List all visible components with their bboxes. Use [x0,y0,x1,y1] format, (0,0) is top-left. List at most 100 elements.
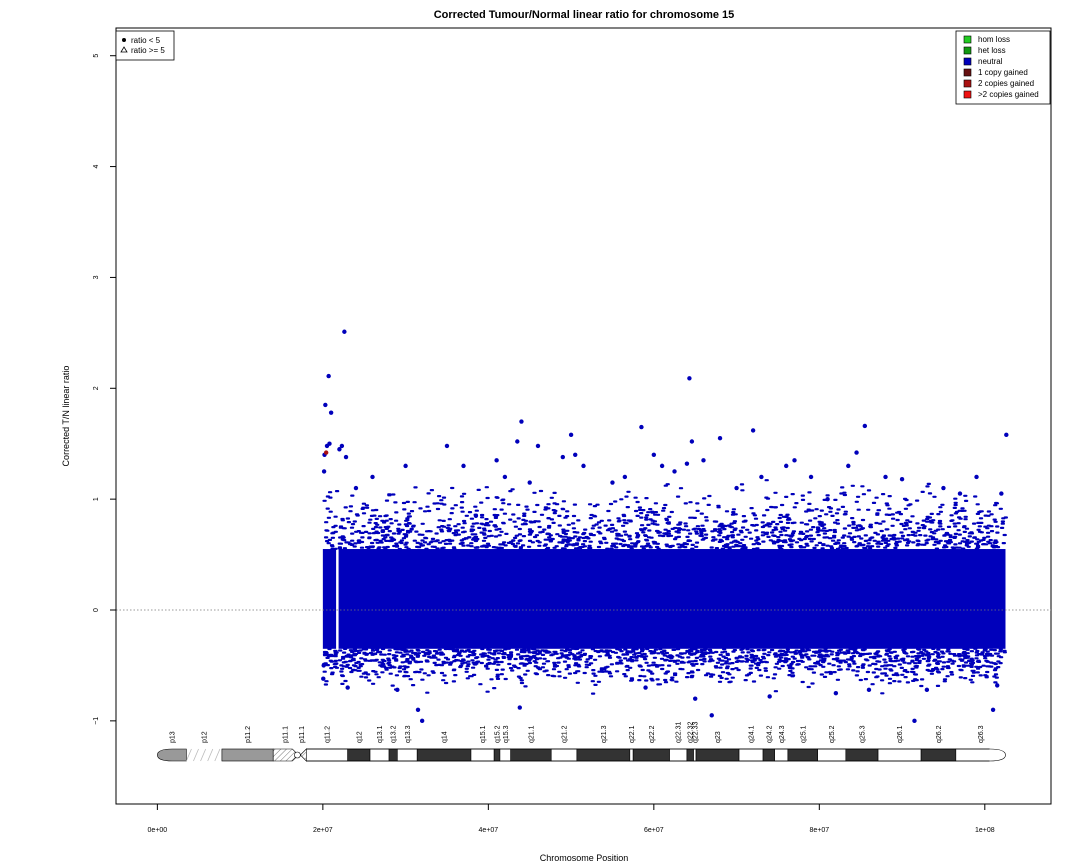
data-point [473,513,479,518]
ideogram-band [845,748,879,762]
data-point [610,480,615,485]
y-tick-label: 2 [93,386,100,390]
filled-circle-symbol [122,38,126,42]
legend-label: het loss [978,46,1006,55]
data-point [622,474,628,480]
neutral-dense-band [322,479,1008,695]
legend-swatch [963,57,972,66]
shape-legend-label: ratio >= 5 [131,46,165,55]
data-point [321,469,327,474]
data-point [717,435,723,441]
ideogram-band-label: q12 [356,731,363,743]
data-point [687,376,692,381]
ideogram-band-label: q21.2 [562,725,569,743]
data-point [502,474,508,480]
ideogram-band [629,748,634,762]
ideogram-band-label: q13.2 [391,725,398,743]
data-point [912,718,917,724]
data-point [519,419,524,424]
data-point [343,454,349,460]
data-point [573,452,578,457]
ideogram-band-label: p11.2 [245,726,252,743]
data-point [974,474,979,480]
ideogram-band [347,748,371,762]
data-point [862,423,868,429]
data-point [750,428,756,433]
data-point [825,496,830,502]
data-point [419,718,425,724]
ideogram-band [221,748,274,762]
data-point [326,373,331,379]
data-point [461,463,466,469]
data-point [327,441,332,446]
data-point [323,450,329,455]
ideogram-band [774,748,789,762]
x-tick-label: 4e+07 [479,827,499,834]
data-point [403,463,408,469]
legend-swatch [963,79,972,88]
ideogram-stalk-hatch [200,748,207,762]
ideogram-band [550,748,578,762]
data-point [345,685,350,690]
data-points [321,329,1009,724]
ideogram-band-label: q15.3 [503,725,510,743]
ideogram-band [510,748,552,762]
data-point [568,432,574,438]
data-point [639,424,644,430]
ideogram-band-label: q21.3 [601,725,608,743]
ideogram-band [470,748,495,762]
ideogram-band [493,748,501,762]
ideogram-band-label: q25.1 [800,725,807,743]
data-point [328,410,334,415]
x-axis: 0e+00 2e+07 4e+07 6e+07 8e+07 1e+08 [148,803,995,834]
neutral-band-core [322,549,337,649]
ideogram-band [416,748,472,762]
ideogram-band [686,748,694,762]
chromosome-ideogram: p13 p12 p11.2 p11.1 p11.1 q11.2 q12 q13.1 q13.2 q… [157,721,1006,762]
ideogram-band [388,748,398,762]
data-point [759,474,764,480]
data-point [899,476,905,482]
ideogram-band [157,748,187,762]
ideogram-band-label: q26.1 [897,725,904,743]
ideogram-band-label: q24.3 [779,725,786,743]
ideogram-band [306,748,348,762]
data-point [339,443,345,449]
data-point [866,687,872,693]
legend-swatch [963,35,972,44]
neutral-band-edge-points [322,479,1008,695]
ideogram-band [397,748,418,762]
ideogram-band [695,748,740,762]
data-point [846,463,851,469]
legend-label: 2 copies gained [978,79,1034,88]
ideogram-band-label: q26.2 [936,725,943,743]
ideogram-band-label: q13.3 [405,725,412,743]
x-tick-label: 8e+07 [809,827,829,834]
ideogram-band [762,748,775,762]
ideogram-band-label: q15.1 [480,725,487,743]
legend-label: neutral [978,57,1003,66]
shape-legend: ratio < 5 ratio >= 5 [115,30,175,61]
ideogram-band-label: q13.1 [377,725,384,743]
ideogram-band [877,748,922,762]
legend-swatch [963,90,972,99]
ideogram-band-label: p12 [202,731,209,743]
ideogram-band [669,748,688,762]
ideogram-band-label: q11.2 [324,726,331,743]
data-point [833,690,839,696]
x-tick-label: 2e+07 [313,827,333,834]
y-tick-label: 1 [93,497,100,501]
data-point [701,458,706,463]
ideogram-stalk-hatch [193,748,199,762]
data-point [1004,432,1009,438]
data-point [515,439,520,444]
data-point [957,491,963,496]
data-point [808,474,814,480]
x-tick-label: 1e+08 [975,827,995,834]
data-point [353,485,359,491]
data-point [883,474,888,480]
ideogram-band [920,748,957,762]
plot-frame [115,27,1052,805]
data-point [342,329,347,334]
data-point [792,458,797,463]
